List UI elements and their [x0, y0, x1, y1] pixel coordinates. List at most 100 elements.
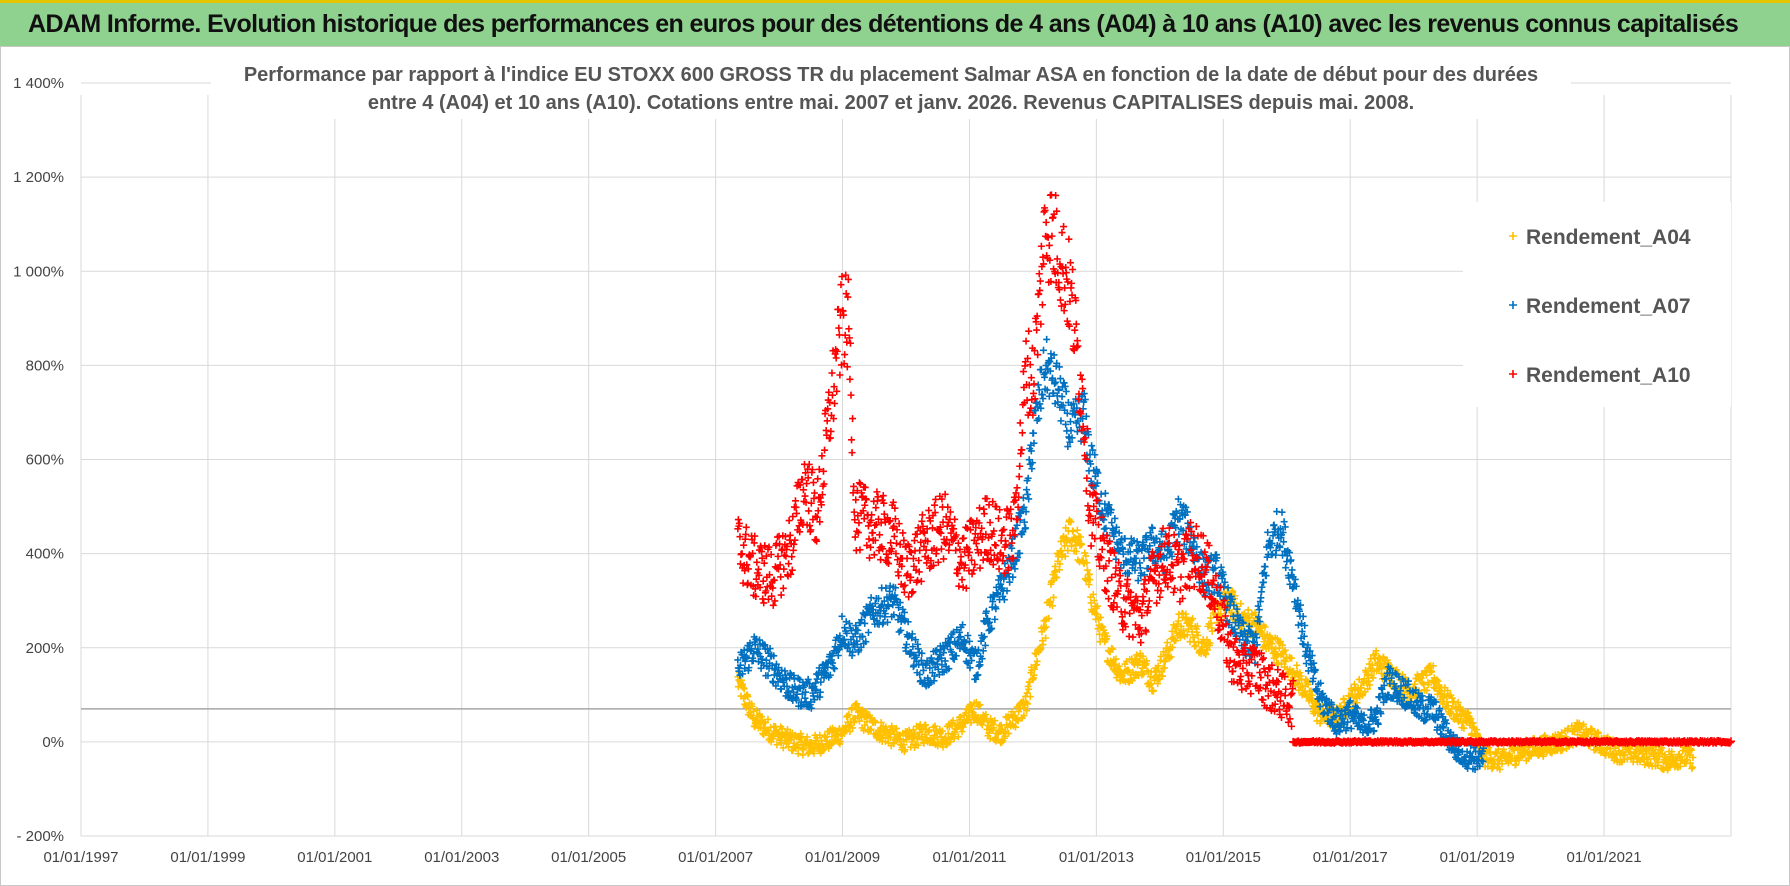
data-point — [1244, 606, 1252, 614]
data-point — [1056, 296, 1064, 304]
data-point — [1024, 490, 1032, 498]
x-tick-label: 01/01/2007 — [678, 849, 753, 866]
legend-label: Rendement_A07 — [1526, 295, 1691, 318]
data-point — [1039, 641, 1047, 649]
x-tick-label: 01/01/2005 — [551, 849, 626, 866]
data-point — [785, 743, 793, 751]
data-point — [1258, 656, 1266, 664]
data-point — [791, 731, 799, 739]
data-point — [1169, 643, 1177, 651]
data-point — [1029, 429, 1037, 437]
y-tick-label: 600% — [26, 452, 64, 469]
data-point — [1594, 729, 1602, 737]
data-point — [954, 722, 962, 730]
x-axis: 01/01/1997 01/01/1999 01/01/2001 01/01/2003… — [43, 849, 1641, 866]
data-point — [1170, 531, 1178, 539]
data-point — [1264, 528, 1272, 536]
data-point — [892, 724, 900, 732]
data-point — [1072, 320, 1080, 328]
data-point — [846, 375, 854, 383]
data-point — [1037, 644, 1045, 652]
data-point — [1281, 646, 1289, 654]
data-point — [900, 588, 908, 596]
data-point — [1238, 686, 1246, 694]
data-point — [1183, 631, 1191, 639]
data-point — [998, 527, 1006, 535]
data-point — [1057, 547, 1065, 555]
data-point — [1036, 286, 1044, 294]
data-point — [809, 479, 817, 487]
data-point — [872, 504, 880, 512]
data-point — [1097, 613, 1105, 621]
data-point — [1013, 484, 1021, 492]
data-point — [1191, 642, 1199, 650]
data-point — [780, 565, 788, 573]
data-point — [1237, 672, 1245, 680]
data-point — [798, 745, 806, 753]
data-point — [1496, 765, 1504, 773]
data-point — [1018, 429, 1026, 437]
data-point — [848, 436, 856, 444]
data-point — [846, 339, 854, 347]
chart-frame: 1 400% 1 200% 1 000% 800% 600% 400% 200% 0% - 20… — [0, 46, 1790, 886]
data-point — [1287, 556, 1295, 564]
data-point — [1258, 583, 1266, 591]
data-point — [1145, 597, 1153, 605]
data-point — [879, 492, 887, 500]
data-point — [1022, 337, 1030, 345]
data-point — [1061, 552, 1069, 560]
data-point — [753, 706, 761, 714]
data-point — [748, 702, 756, 710]
data-point — [1036, 277, 1044, 285]
data-point — [1023, 486, 1031, 494]
data-point — [1069, 527, 1077, 535]
data-point — [1425, 681, 1432, 689]
data-point — [805, 507, 813, 515]
report-banner: ADAM Informe. Evolution historique des p… — [0, 0, 1790, 46]
data-point — [849, 724, 857, 732]
data-point — [847, 391, 855, 399]
data-point — [1237, 600, 1245, 608]
data-point — [1579, 720, 1587, 728]
data-point — [1172, 637, 1180, 645]
data-point — [1023, 707, 1031, 715]
data-point — [1411, 680, 1419, 688]
data-point — [1177, 573, 1185, 581]
data-point — [789, 546, 797, 554]
data-point — [1163, 639, 1171, 647]
data-point — [1066, 259, 1074, 267]
data-point — [818, 741, 826, 749]
y-tick-label: 400% — [26, 546, 64, 563]
data-point — [1422, 671, 1430, 679]
data-point — [1083, 566, 1091, 574]
data-point — [909, 726, 917, 734]
x-tick-label: 01/01/1997 — [43, 849, 118, 866]
data-point — [1108, 644, 1116, 652]
data-point — [874, 493, 882, 501]
data-point — [1167, 653, 1175, 661]
data-point — [1251, 618, 1259, 626]
data-point — [864, 629, 872, 637]
report-title: ADAM Informe. Evolution historique des p… — [28, 10, 1739, 38]
data-point — [1079, 385, 1087, 393]
data-point — [1016, 419, 1024, 427]
data-point — [1176, 586, 1184, 594]
data-point — [1058, 229, 1066, 237]
data-point — [846, 728, 854, 736]
data-point — [750, 707, 758, 715]
data-point — [739, 684, 747, 692]
data-point — [1025, 327, 1033, 335]
data-point — [825, 744, 833, 752]
data-point — [1129, 633, 1137, 641]
data-point — [1558, 746, 1566, 754]
data-point — [1444, 702, 1452, 710]
data-point — [853, 527, 861, 535]
chart-title-line-1: Performance par rapport à l'indice EU ST… — [244, 64, 1538, 86]
data-point — [777, 591, 785, 599]
y-tick-label: - 200% — [16, 828, 64, 845]
y-axis: 1 400%1 200%1 000%800%600%400%200%0%- 20… — [13, 75, 64, 845]
data-point — [1315, 702, 1323, 710]
data-point — [1031, 665, 1039, 673]
data-point — [976, 701, 984, 709]
data-point — [1288, 566, 1296, 574]
